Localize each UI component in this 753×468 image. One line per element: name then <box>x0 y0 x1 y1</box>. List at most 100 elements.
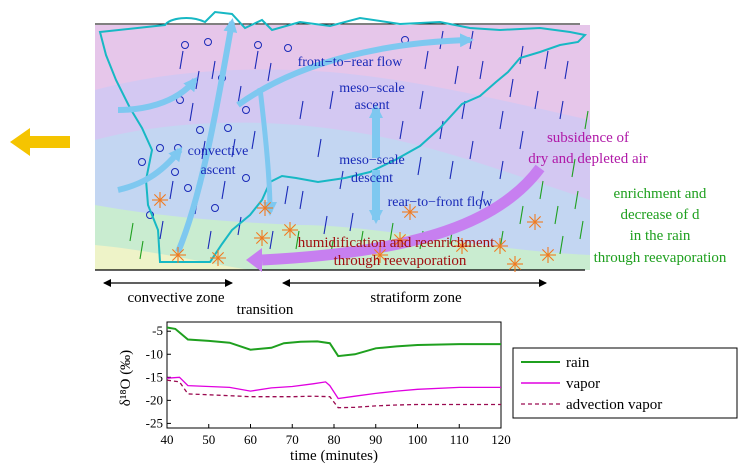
rain-streak <box>211 60 216 80</box>
rain-streak <box>564 60 569 80</box>
burst-icon <box>282 222 298 238</box>
rain-streak <box>389 222 394 242</box>
zone-markers: convective zone transition stratiform zo… <box>103 279 547 318</box>
burst-icon <box>402 204 418 220</box>
series-line-advection-vapor <box>166 379 501 409</box>
label-enrichment-1: enrichment and <box>614 186 707 202</box>
burst-icon <box>257 200 273 216</box>
x-tick-label: 90 <box>369 432 382 447</box>
burst-icon <box>372 247 388 263</box>
rain-streak <box>579 220 584 240</box>
rain-streak <box>221 180 226 200</box>
burst-icon <box>210 250 226 266</box>
burst-icon <box>454 238 470 254</box>
burst-icon <box>492 238 508 254</box>
cloud-outline <box>98 10 588 263</box>
label-convective-1: convective <box>188 144 249 159</box>
rain-streak <box>469 140 474 160</box>
ice-particle <box>181 41 189 49</box>
rain-streak <box>534 90 539 110</box>
ice-particle <box>242 106 250 114</box>
rain-streak <box>323 215 328 235</box>
rain-streak <box>519 45 524 65</box>
ice-particle <box>211 204 219 212</box>
rear-inflow-arrow <box>261 164 545 266</box>
storm-motion-arrow <box>10 128 70 156</box>
burst-icon <box>152 192 168 208</box>
x-tick-label: 80 <box>328 432 341 447</box>
label-convective-2: ascent <box>201 163 236 178</box>
rain-streak <box>295 230 300 250</box>
rain-streak <box>251 130 256 150</box>
inflow-arrow-upper <box>117 76 198 113</box>
y-tick-label: -20 <box>146 392 163 407</box>
rain-streak <box>454 65 459 85</box>
rain-streak <box>539 180 544 200</box>
label-rear-to-front: rear−to−front flow <box>388 195 494 210</box>
label-stratiform-zone: stratiform zone <box>370 290 462 306</box>
rain-streak <box>329 90 334 110</box>
label-humidification-2: through reevaporation <box>334 253 467 269</box>
rain-streak <box>544 50 549 70</box>
x-axis-label: time (minutes) <box>290 448 378 464</box>
x-tick-label: 70 <box>286 432 299 447</box>
rain-streak <box>584 110 589 130</box>
series-lines <box>166 326 501 409</box>
ice-particle <box>204 38 212 46</box>
label-enrichment-3: in the rain <box>630 228 691 244</box>
x-tick-label: 60 <box>244 432 257 447</box>
y-axis-label: δ¹⁸O (‰) <box>118 350 134 406</box>
label-front-to-rear: front−to−rear flow <box>298 55 404 70</box>
rain-streak <box>424 50 429 70</box>
rain-streak <box>417 156 422 176</box>
rain-streak <box>519 205 524 225</box>
rain-streak <box>574 190 579 210</box>
ice-particle <box>242 174 250 182</box>
legend-label-rain: rain <box>566 355 590 371</box>
convective-updraft-arrow <box>175 18 238 254</box>
x-tick-label: 40 <box>161 432 174 447</box>
rain-streak <box>267 62 272 82</box>
rain-streak <box>499 110 504 130</box>
label-meso-descent-1: meso−scale <box>339 153 404 168</box>
label-convective-zone: convective zone <box>127 290 224 306</box>
rain-streak <box>207 230 212 250</box>
inflow-arrow-lower <box>117 146 183 193</box>
label-meso-ascent-2: ascent <box>355 98 390 113</box>
tick-labels: 40 50 60 70 80 90 100 110 120 -5 -10 -15 -20 -25 <box>146 323 511 447</box>
ice-particle <box>284 44 292 52</box>
series-line-vapor <box>166 376 501 400</box>
rain-streak <box>479 60 484 80</box>
label-enrichment-4: through reevaporation <box>594 250 727 266</box>
burst-icon <box>540 247 556 263</box>
rain-streak <box>201 140 206 160</box>
ice-particle <box>156 144 164 152</box>
rain-streak <box>419 90 424 110</box>
y-tick-label: -25 <box>146 415 163 430</box>
band-pink <box>95 25 590 120</box>
rain-streak <box>519 130 524 150</box>
rain-streak <box>554 205 559 225</box>
rain-streak <box>231 138 236 158</box>
x-tick-label: 50 <box>202 432 215 447</box>
isotope-chart: 40 50 60 70 80 90 100 110 120 -5 -10 -15 -20 -25 time… <box>118 321 511 464</box>
convective-downdraft-arrow <box>257 87 277 216</box>
ice-particle <box>184 184 192 192</box>
rain-streak <box>237 216 242 236</box>
reevaporation-bursts <box>152 192 556 272</box>
rain-streak <box>299 190 304 210</box>
rain-streak <box>349 212 354 232</box>
y-tick-label: -15 <box>146 369 163 384</box>
ice-particle <box>254 41 262 49</box>
rain-streak <box>339 170 344 190</box>
ice-particle <box>138 158 146 166</box>
ice-particle <box>171 168 179 176</box>
rain-streak <box>571 158 576 178</box>
ice-particle <box>224 124 232 132</box>
rain-streak <box>269 230 274 250</box>
rain-streak <box>559 100 564 120</box>
rain-streak <box>449 160 454 180</box>
rain-streak <box>399 120 404 140</box>
label-meso-ascent-1: meso−scale <box>339 81 404 96</box>
